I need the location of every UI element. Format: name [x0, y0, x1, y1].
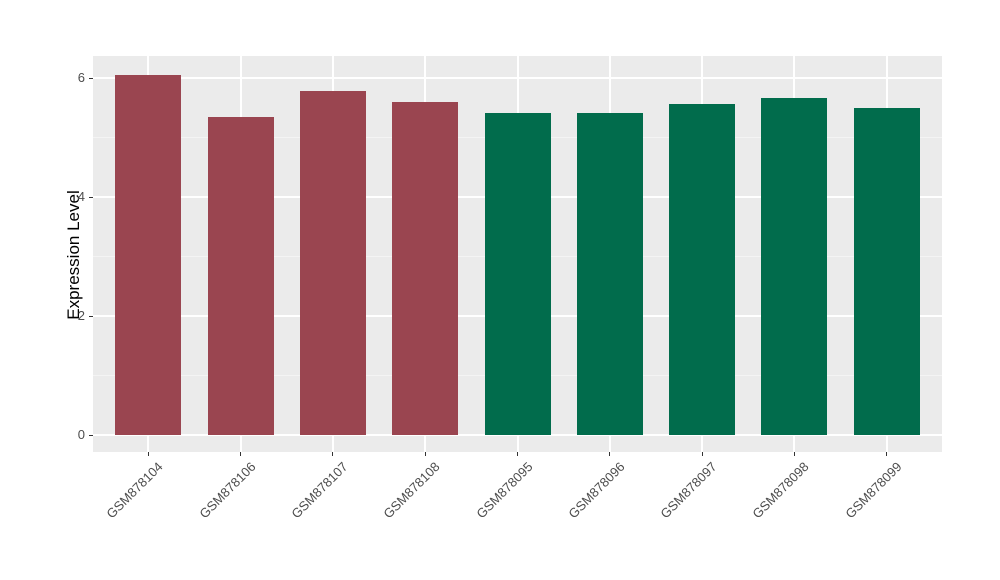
bar-GSM878095	[484, 113, 551, 435]
x-tick-mark-GSM878096	[609, 452, 611, 456]
y-tick-mark-0	[89, 434, 93, 436]
y-tick-label-2: 2	[77, 308, 85, 323]
y-tick-mark-4	[89, 196, 93, 198]
y-tick-mark-6	[89, 77, 93, 79]
x-tick-label-GSM878095: GSM878095	[472, 459, 536, 522]
x-tick-label-GSM878098: GSM878098	[749, 459, 812, 522]
plot-panel	[93, 56, 942, 452]
x-tick-mark-GSM878098	[793, 452, 795, 456]
bar-GSM878099	[853, 108, 920, 435]
x-tick-mark-GSM878108	[424, 452, 426, 456]
x-tick-label-GSM878097: GSM878097	[657, 459, 720, 522]
x-tick-label-GSM878096: GSM878096	[565, 459, 628, 522]
bar-GSM878108	[392, 101, 459, 435]
bar-GSM878104	[115, 75, 182, 435]
bar-GSM878098	[761, 97, 828, 435]
y-tick-mark-2	[89, 315, 93, 317]
x-tick-mark-GSM878095	[517, 452, 518, 456]
x-tick-label-GSM878106: GSM878106	[196, 459, 259, 522]
y-tick-label-4: 4	[77, 189, 85, 204]
x-tick-label-GSM878108: GSM878108	[380, 459, 443, 522]
bar-GSM878106	[207, 116, 274, 435]
bar-GSM878107	[299, 91, 366, 435]
bar-GSM878096	[576, 113, 643, 435]
x-tick-mark-GSM878104	[147, 452, 149, 456]
x-tick-label-GSM878107: GSM878107	[288, 459, 351, 522]
y-tick-label-6: 6	[77, 70, 85, 85]
x-tick-mark-GSM878106	[240, 452, 242, 456]
x-tick-mark-GSM878099	[886, 452, 888, 456]
bar-GSM878097	[669, 103, 736, 435]
x-tick-mark-GSM878097	[701, 452, 703, 456]
y-tick-label-0: 0	[77, 427, 85, 442]
x-tick-label-GSM878104: GSM878104	[103, 459, 166, 522]
x-tick-mark-GSM878107	[332, 452, 334, 456]
y-axis-title: Expression Level	[64, 190, 83, 320]
x-tick-label-GSM878099: GSM878099	[842, 459, 905, 522]
